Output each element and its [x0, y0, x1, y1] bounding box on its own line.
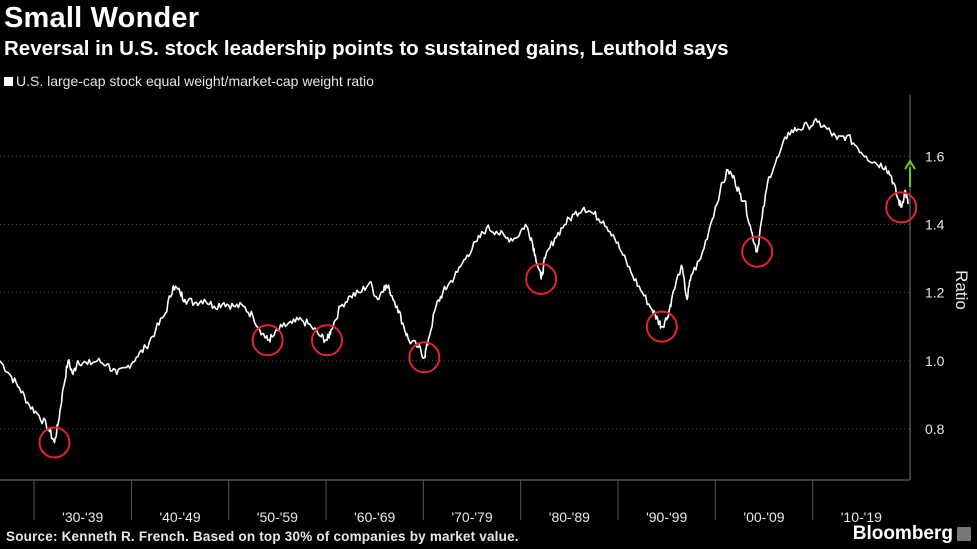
legend-label: U.S. large-cap stock equal weight/market… [16, 73, 374, 89]
x-axis: '30-'39 '40-'49 '50-'59 '60-'69 '70-'79 '80-'… [0, 479, 910, 525]
y-tick-label-1.6: 1.6 [925, 148, 945, 164]
y-tick-label-1.4: 1.4 [925, 216, 945, 232]
x-tick-label-1: '40-'49 [159, 509, 200, 525]
x-tick-label-0: '30-'39 [62, 509, 103, 525]
chart-subtitle: Reversal in U.S. stock leadership points… [4, 37, 729, 60]
y-axis: 0.8 1.0 1.2 1.4 1.6 Ratio [909, 95, 971, 480]
circle-annotation-2 [311, 324, 344, 357]
circle-annotation-3 [408, 341, 441, 374]
x-tick-label-3: '60-'69 [354, 509, 395, 525]
grid [0, 155, 910, 430]
y-axis-title: Ratio [952, 270, 971, 310]
x-tick-label-8: '10-'19 [841, 509, 882, 525]
x-tick-label-4: '70-'79 [451, 509, 492, 525]
legend: U.S. large-cap stock equal weight/market… [4, 73, 374, 89]
circle-annotation-0 [38, 426, 71, 459]
circle-annotation-7 [885, 191, 918, 224]
source-note: Source: Kenneth R. French. Based on top … [6, 529, 519, 544]
legend-swatch [4, 76, 13, 86]
x-tick-label-2: '50-'59 [257, 509, 298, 525]
up-arrow-annotation [904, 159, 916, 187]
x-tick-label-6: '90-'99 [646, 509, 687, 525]
brand-text: Bloomberg [852, 523, 953, 544]
y-tick-label-1.0: 1.0 [925, 353, 945, 369]
x-tick-label-7: '00-'09 [743, 509, 784, 525]
x-tick-label-5: '80-'89 [549, 509, 590, 525]
circled-lows [38, 191, 918, 459]
circle-annotation-1 [251, 324, 284, 357]
circle-annotation-6 [741, 235, 774, 268]
bloomberg-brand: Bloomberg [853, 523, 971, 545]
y-tick-label-0.8: 0.8 [925, 421, 945, 437]
series-line [0, 117, 909, 444]
bloomberg-logo-icon [957, 527, 971, 541]
chart-title: Small Wonder [4, 2, 200, 34]
arrow-head-icon [904, 159, 916, 170]
circle-annotation-5 [645, 310, 678, 343]
y-tick-label-1.2: 1.2 [925, 285, 945, 301]
circle-annotation-4 [525, 262, 558, 295]
